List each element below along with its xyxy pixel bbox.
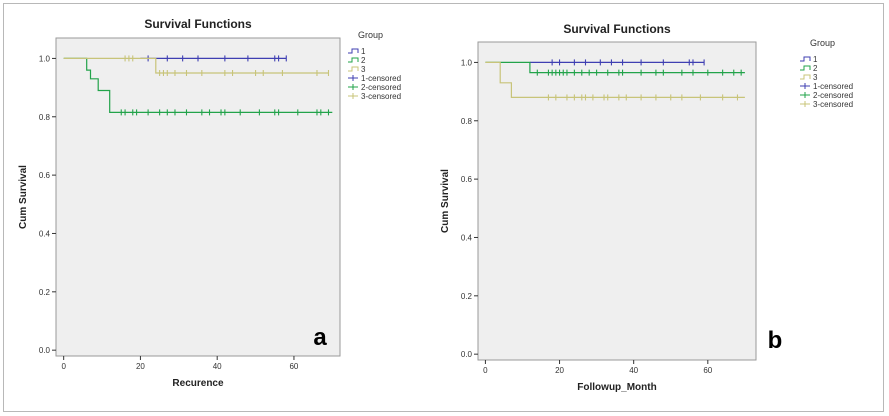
legend-swatch-step: [348, 48, 359, 54]
x-axis-label: Followup_Month: [577, 382, 656, 393]
series-line-group-2: [485, 61, 745, 74]
chart-title: Survival Functions: [563, 22, 671, 36]
legend-swatch-step: [800, 74, 811, 80]
plot-area: [477, 41, 757, 361]
x-tick-label: 0: [483, 366, 488, 375]
y-tick-label: 0.8: [461, 117, 473, 126]
y-tick-label: 0.8: [39, 113, 51, 122]
legend-entry: 1-censored: [361, 74, 401, 83]
legend-title: Group: [358, 30, 383, 40]
x-tick-label: 20: [555, 366, 564, 375]
x-tick-label: 20: [136, 362, 145, 371]
y-tick-label: 0.4: [39, 229, 51, 238]
y-tick-label: 0.6: [461, 175, 473, 184]
y-axis-label: Cum Survival: [440, 169, 451, 233]
x-tick-label: 40: [213, 362, 222, 371]
y-tick-label: 0.4: [461, 233, 473, 242]
legend-entry: 2: [813, 64, 818, 73]
y-tick-label: 0.0: [461, 350, 473, 359]
x-tick-label: 40: [629, 366, 638, 375]
y-tick-label: 0.2: [461, 292, 473, 301]
legend-entry: 2-censored: [813, 91, 853, 100]
panel-a: Survival Functions 0.0 0.2 0.4 0.6 0.8 1.0 0 20 4…: [18, 17, 401, 389]
legend-entry: 3: [813, 73, 818, 82]
legend-entry: 2: [361, 56, 366, 65]
legend-entry: 1-censored: [813, 82, 853, 91]
legend-swatch-step: [800, 56, 811, 62]
y-tick-label: 0.2: [39, 288, 51, 297]
x-tick-label: 0: [61, 362, 66, 371]
legend-entry: 3-censored: [361, 92, 401, 101]
legend-entry: 1: [361, 47, 366, 56]
panel-label: b: [768, 327, 783, 354]
legend-entry: 3: [361, 65, 366, 74]
x-tick-label: 60: [289, 362, 298, 371]
series-line-group-3: [63, 57, 329, 74]
legend-entry: 3-censored: [813, 100, 853, 109]
x-tick-label: 60: [703, 366, 712, 375]
panel-label: a: [313, 324, 327, 351]
series-line-group-3: [485, 61, 745, 99]
legend-swatch-step: [348, 57, 359, 63]
y-tick-label: 0.0: [39, 346, 51, 355]
x-axis-label: Recurence: [172, 378, 224, 389]
y-axis-label: Cum Survival: [18, 165, 29, 229]
figure-frame: [3, 3, 884, 412]
legend-title: Group: [810, 38, 835, 48]
y-tick-label: 1.0: [461, 58, 473, 67]
legend-swatch-step: [348, 66, 359, 72]
series-line-group-2: [63, 57, 333, 114]
y-tick-label: 1.0: [39, 54, 51, 63]
panel-b: Survival Functions 0.0 0.2 0.4 0.6 0.8 1.0 0 20 4…: [440, 22, 853, 393]
y-tick-label: 0.6: [39, 171, 51, 180]
legend-entry: 2-censored: [361, 83, 401, 92]
legend-swatch-step: [800, 65, 811, 71]
chart-title: Survival Functions: [144, 17, 252, 31]
legend-entry: 1: [813, 55, 818, 64]
